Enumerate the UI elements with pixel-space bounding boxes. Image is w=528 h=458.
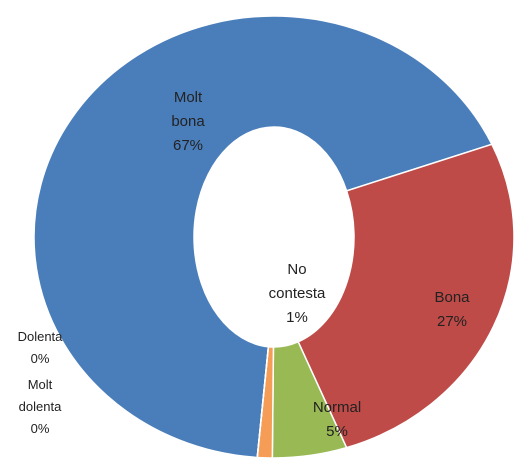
label-value: 0% (30, 421, 50, 436)
label-value: 1% (286, 309, 308, 326)
data-label: Molt bona 67% (163, 86, 213, 158)
label-category: Dolenta (17, 329, 63, 344)
label-category: Molt bona (171, 89, 205, 130)
label-value: 67% (172, 137, 204, 154)
data-label: Normal 5% (307, 396, 367, 444)
data-label: Dolenta 0% (10, 326, 70, 370)
label-value: 27% (436, 313, 468, 330)
label-value: 0% (30, 351, 50, 366)
label-category: No contesta (268, 261, 326, 302)
label-category: Normal (312, 399, 362, 416)
label-category: Bona (434, 289, 470, 306)
label-value: 5% (326, 423, 348, 440)
data-label: Bona 27% (422, 286, 482, 334)
data-label: No contesta 1% (262, 258, 332, 330)
donut-slice (297, 143, 515, 449)
label-category: Molt dolenta (18, 377, 62, 414)
data-label: Molt dolenta 0% (10, 374, 70, 440)
donut-slice (33, 15, 493, 458)
